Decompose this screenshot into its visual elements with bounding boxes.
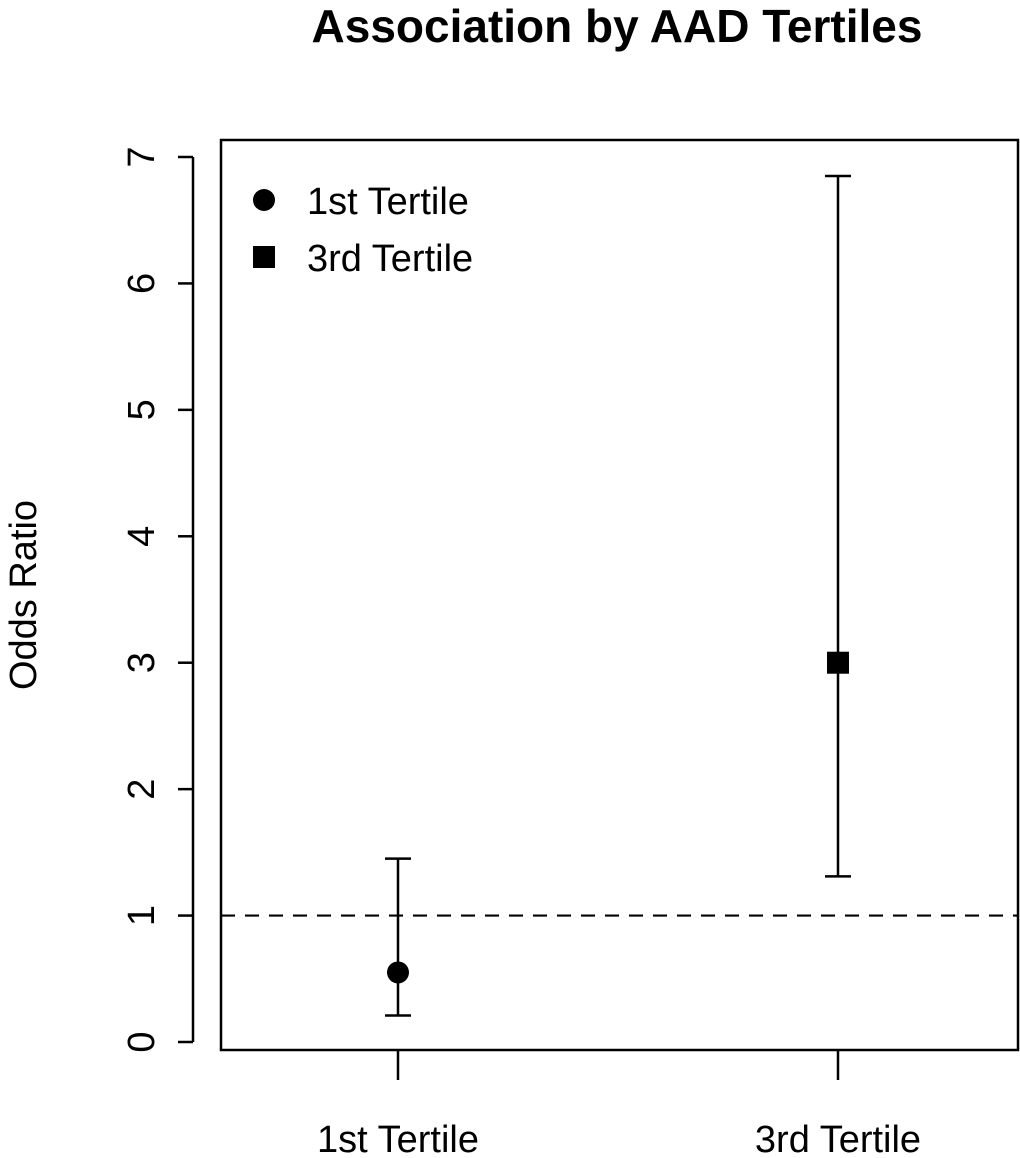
- y-tick-label: 7: [121, 146, 163, 167]
- legend-label: 3rd Tertile: [307, 238, 473, 280]
- x-tick-label: 1st Tertile: [317, 1119, 479, 1158]
- y-axis: 0 1 2 3 4 5 6 7: [121, 146, 195, 1053]
- legend: 1st Tertile 3rd Tertile: [253, 181, 473, 280]
- legend-marker-square: [253, 246, 275, 268]
- y-tick-label: 1: [121, 905, 163, 926]
- chart-title: Association by AAD Tertiles: [312, 0, 923, 52]
- data-point-square: [827, 651, 849, 674]
- y-tick-label: 3: [121, 652, 163, 673]
- y-tick-label: 6: [121, 273, 163, 294]
- y-tick-label: 4: [121, 526, 163, 547]
- data-marks: [385, 174, 851, 1017]
- plot-frame: [219, 138, 1020, 1052]
- legend-label: 1st Tertile: [307, 181, 469, 223]
- y-tick-label: 0: [121, 1031, 163, 1052]
- y-tick-label: 2: [121, 779, 163, 800]
- data-point-circle: [387, 961, 409, 984]
- y-tick-label: 5: [121, 399, 163, 420]
- y-axis-label: Odds Ratio: [3, 500, 45, 690]
- x-axis: 1st Tertile 3rd Tertile: [317, 1050, 921, 1158]
- legend-marker-circle: [253, 189, 275, 211]
- x-tick-label: 3rd Tertile: [755, 1119, 921, 1158]
